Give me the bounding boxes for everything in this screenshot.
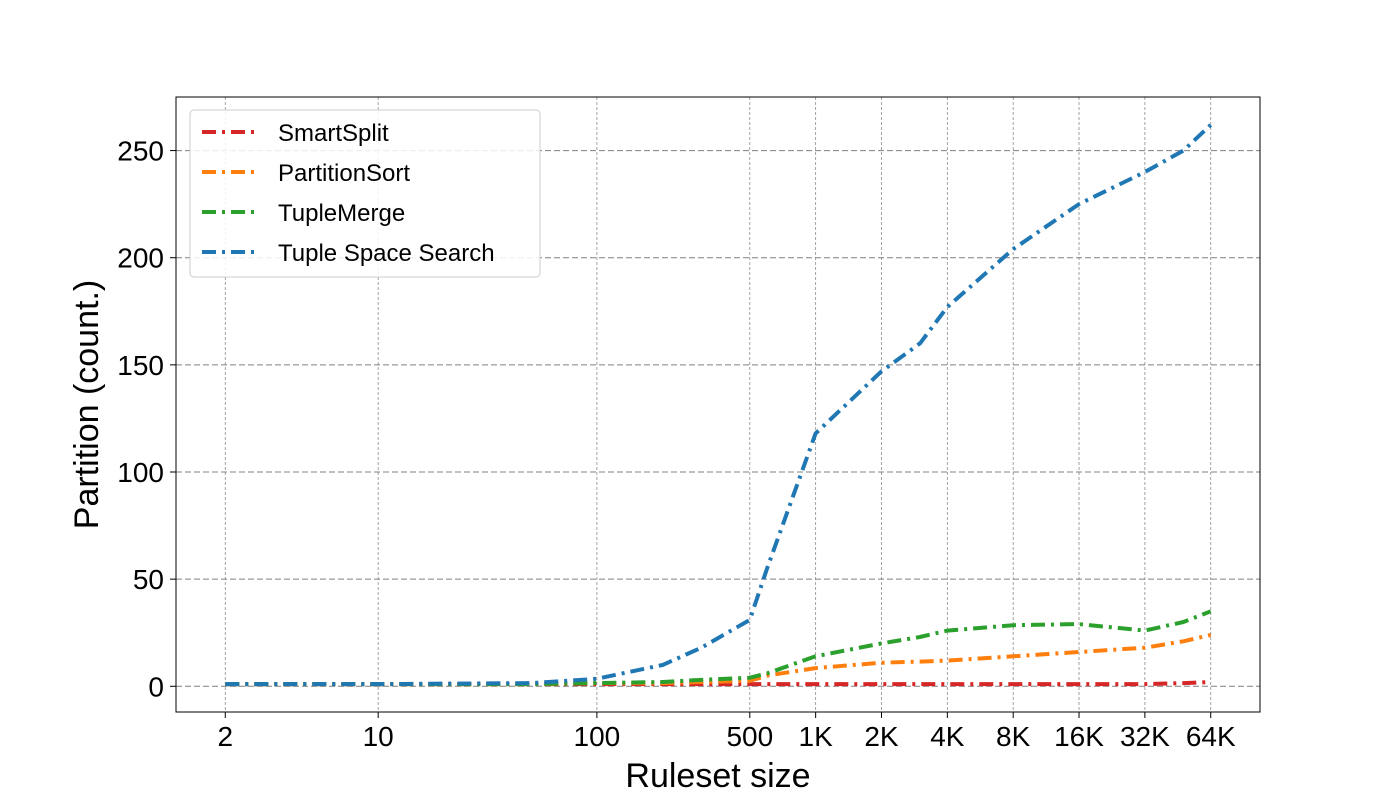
x-tick-label: 1K — [799, 721, 834, 752]
y-tick-label: 200 — [117, 243, 164, 274]
plot-frame — [175, 96, 1261, 713]
x-axis-label: Ruleset size — [625, 757, 810, 795]
y-axis-label: Partition (count.) — [68, 280, 106, 529]
x-tick-label: 2 — [217, 721, 233, 752]
axis-ticks — [170, 150, 1212, 718]
legend-label: Tuple Space Search — [278, 240, 495, 267]
legend-box — [189, 109, 541, 278]
y-tick-label: 150 — [117, 350, 164, 381]
legend-label: PartitionSort — [278, 160, 410, 187]
series-line — [225, 609, 1212, 687]
x-tick-label: 32K — [1120, 721, 1170, 752]
x-tick-label: 2K — [864, 721, 899, 752]
series-lines — [225, 123, 1213, 687]
y-tick-label: 50 — [133, 564, 164, 595]
y-tick-label: 0 — [148, 671, 164, 702]
x-tick-label: 500 — [726, 721, 773, 752]
x-tick-label: 16K — [1054, 721, 1104, 752]
x-tick-label: 8K — [996, 721, 1031, 752]
y-tick-label: 250 — [117, 136, 164, 167]
x-tick-label: 64K — [1186, 721, 1236, 752]
legend-label: TupleMerge — [278, 200, 405, 227]
series-line — [225, 123, 1213, 687]
x-tick-label: 10 — [363, 721, 394, 752]
legend: SmartSplit PartitionSort TupleMerge Tuple S… — [189, 109, 541, 278]
x-tick-label: 4K — [930, 721, 965, 752]
x-tick-label: 100 — [574, 721, 621, 752]
axis-tick-labels: 2 10 100 500 1K 2K 4K 8K 16K 32K 64K 0 50 100 150 200 25… — [117, 136, 1236, 752]
y-tick-label: 100 — [117, 457, 164, 488]
legend-label: SmartSplit — [278, 120, 389, 147]
